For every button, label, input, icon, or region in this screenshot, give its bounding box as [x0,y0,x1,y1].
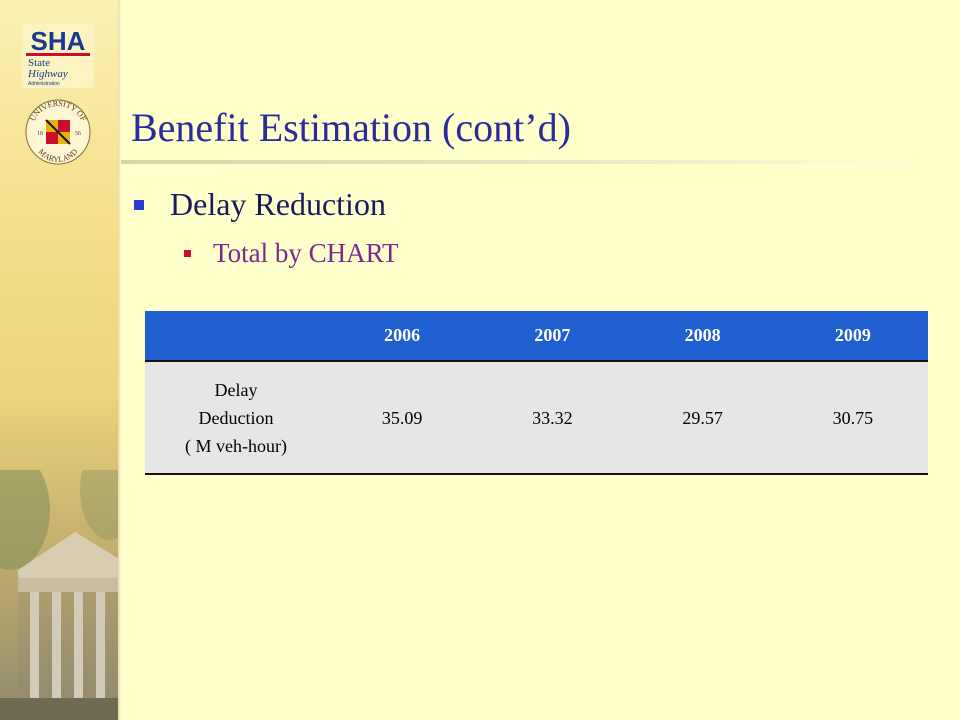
square-sub-bullet-icon [184,250,191,257]
sha-logo: SHA State Highway Administration [22,24,94,88]
bullet-text: Delay Reduction [170,186,386,222]
table-cell-2007: 33.32 [477,361,628,475]
bullet-item-delay-reduction: Delay Reduction [134,186,386,223]
table-header-cell-2008: 2008 [627,311,778,362]
table-header-cell-2006: 2006 [327,311,478,362]
sub-bullet-text: Total by CHART [213,238,399,268]
maryland-flag-icon [45,119,71,145]
sha-logo-line2: Highway [27,68,68,80]
sub-bullet-item-total-by-chart: Total by CHART [184,238,398,269]
sidebar-decoration: SHA State Highway Administration UNIVERS… [0,0,121,720]
table-cell-2009: 30.75 [777,361,928,475]
title-underline-divider [121,160,913,164]
square-bullet-icon [134,199,144,210]
table-row: Delay Deduction ( M veh-hour) 35.09 33.3… [145,361,928,475]
umd-seal-logo: UNIVERSITY OF MARYLAND 18 56 [25,99,91,165]
table-cell-2006: 35.09 [327,361,478,475]
campus-building-image [0,470,121,720]
umd-seal-left-year: 18 [37,131,43,137]
slide-title: Benefit Estimation (cont’d) [131,105,571,150]
table-row-header-cell: Delay Deduction ( M veh-hour) [145,361,327,475]
table-cell-2008: 29.57 [627,361,778,475]
row-label-line-3: ( M veh-hour) [185,435,287,456]
table-header-cell-2009: 2009 [777,311,928,362]
sha-logo-line1: State [28,57,50,69]
sha-logo-line3: Administration [28,81,60,87]
sha-logo-main: SHA [31,26,86,56]
table-header-row: 2006 2007 2008 2009 [145,311,928,362]
umd-seal-right-year: 56 [75,131,81,137]
row-label-line-1: Delay [214,379,258,400]
row-label-line-2: Deduction [198,407,274,428]
table-header-cell-2007: 2007 [477,311,628,362]
delay-reduction-table: 2006 2007 2008 2009 Delay Deduction ( M … [145,311,928,475]
table-header-cell-empty [145,311,327,362]
sidebar-edge-divider [118,0,121,720]
